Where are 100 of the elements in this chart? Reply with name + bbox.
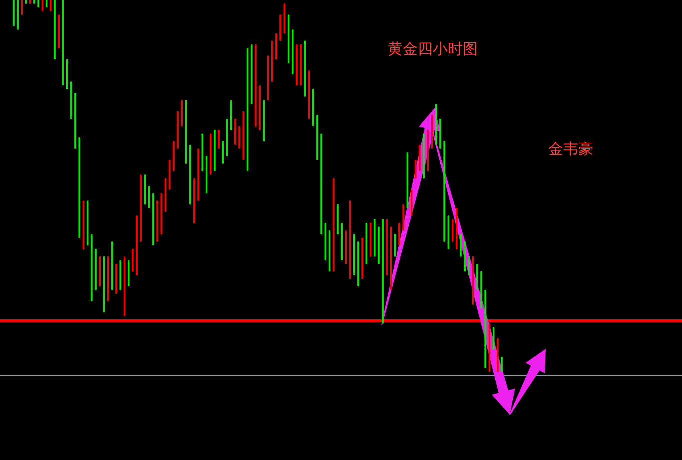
candlestick [206, 155, 208, 194]
candlestick [440, 118, 442, 150]
candlestick [378, 226, 380, 265]
candlestick [198, 148, 200, 202]
candlestick [136, 214, 138, 276]
candlestick [169, 159, 171, 191]
candlestick [78, 136, 80, 239]
candlestick [13, 0, 15, 27]
candlestick [91, 234, 93, 302]
candlestick [214, 129, 216, 172]
candlestick [280, 14, 282, 42]
candlestick [263, 100, 265, 142]
candlestick [415, 159, 417, 180]
candlestick [349, 200, 352, 280]
candlestick [190, 144, 192, 206]
candlestick [288, 14, 290, 64]
candlestick [316, 114, 318, 161]
candlestick [120, 260, 122, 291]
candlestick [484, 289, 486, 370]
candlestick [370, 222, 372, 258]
candlestick [128, 260, 130, 288]
candlestick [292, 28, 294, 76]
candlestick [185, 100, 188, 164]
candlestick [58, 14, 60, 50]
candlestick [50, 0, 52, 12]
candlestick [337, 204, 339, 236]
candlestick [112, 241, 114, 291]
candlestick [436, 103, 438, 146]
text: 金韦豪 [548, 140, 594, 158]
candlestick [304, 40, 306, 98]
candlestick [87, 200, 89, 246]
candlestick [431, 114, 434, 150]
candlestick [497, 338, 499, 373]
candlestick [259, 84, 261, 131]
candlestick [132, 248, 134, 272]
candlestick [95, 248, 97, 291]
candlestick [251, 44, 253, 105]
candlestick [103, 256, 106, 314]
candlestick [328, 230, 331, 272]
candlestick [402, 204, 404, 232]
candlestick [140, 174, 142, 243]
candlestick [341, 222, 343, 262]
candlestick [246, 48, 249, 172]
candlestick [173, 140, 175, 172]
candlestick [419, 144, 421, 172]
candlestick [234, 118, 236, 146]
candlestick [226, 118, 228, 158]
candlestick [30, 0, 32, 5]
candlestick [202, 133, 204, 172]
candlestick [366, 222, 368, 265]
candlestick [464, 241, 466, 272]
candlestick [308, 70, 310, 120]
candlestick [38, 0, 40, 8]
candlestick [456, 208, 458, 250]
candlestick [394, 234, 396, 258]
candlestick [476, 263, 478, 291]
candlestick [358, 241, 360, 288]
candlestick [156, 200, 158, 243]
candlestick [410, 188, 413, 217]
candlestick [152, 192, 154, 246]
candlestick [296, 44, 298, 86]
candlestick [148, 185, 150, 210]
candlestick [230, 100, 232, 131]
candlestick [177, 110, 179, 150]
candlestick [74, 92, 76, 150]
candlestick [164, 178, 167, 213]
candlestick [160, 192, 162, 236]
candlestick [124, 256, 126, 317]
candlestick [272, 40, 274, 83]
candlestick [181, 100, 183, 128]
candlestick [267, 55, 270, 102]
candlestick [386, 218, 388, 276]
candlestick [427, 129, 429, 172]
candlestick [345, 230, 347, 265]
candlestick [34, 0, 36, 5]
candlestick [116, 263, 118, 295]
candlestick [194, 178, 196, 224]
candlestick [374, 218, 376, 258]
candlestick [354, 234, 356, 276]
candlestick [501, 356, 503, 373]
candlestick [82, 200, 85, 250]
candlestick [333, 178, 335, 272]
candlestick [218, 129, 220, 150]
candlestick [144, 174, 146, 206]
candlestick [54, 0, 56, 60]
candlestick [276, 32, 278, 60]
candlestick [255, 44, 257, 128]
candlestick [108, 256, 110, 302]
candlestick [312, 88, 314, 128]
candlestick [99, 256, 101, 288]
candlestick [222, 140, 224, 164]
candlestick [398, 222, 400, 246]
candlestick [423, 133, 425, 180]
candlestick [320, 133, 322, 236]
candlestick [17, 0, 19, 31]
candlestick [70, 81, 72, 120]
candlestick [284, 2, 286, 34]
candlestick [382, 218, 384, 324]
candlestick [480, 270, 482, 310]
candlestick [324, 222, 326, 262]
